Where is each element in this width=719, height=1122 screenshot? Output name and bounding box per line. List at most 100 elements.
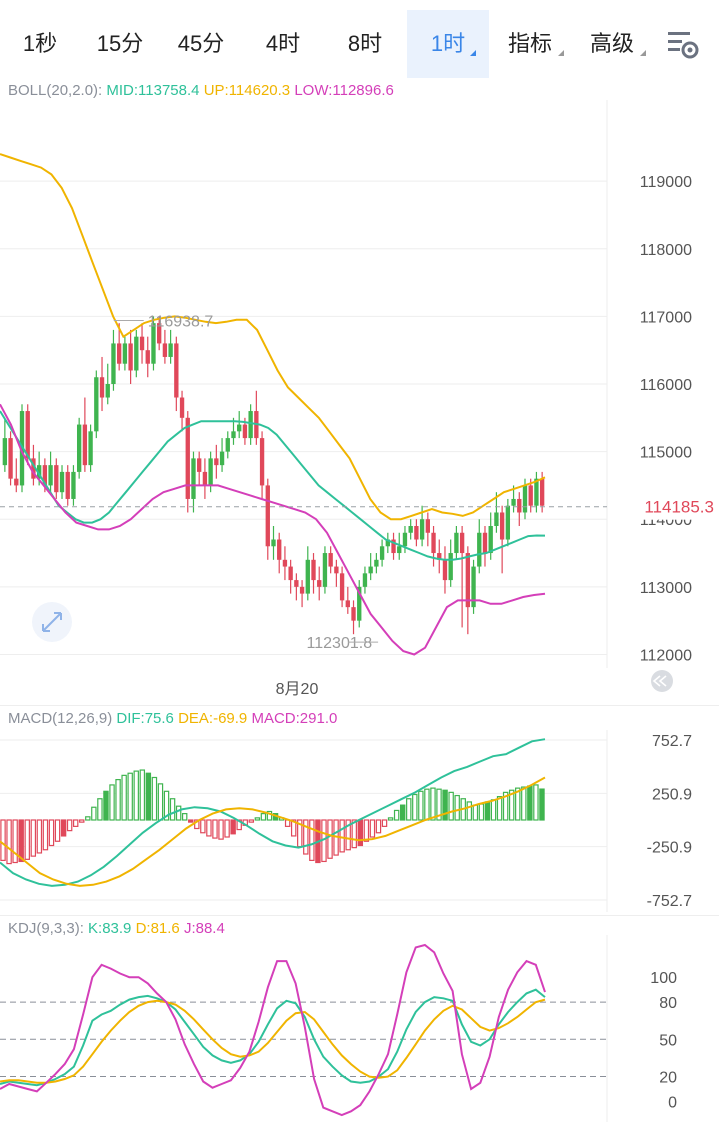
macd-bar bbox=[254, 817, 261, 821]
y-tick-label: 0 bbox=[668, 1094, 677, 1111]
macd-value: MACD:291.0 bbox=[251, 710, 338, 727]
tab-label: 4时 bbox=[265, 31, 301, 56]
candle-body bbox=[402, 532, 408, 547]
macd-prefix: MACD(12,26,9) bbox=[8, 710, 113, 727]
candle-body bbox=[88, 431, 93, 466]
chevron-down-icon bbox=[470, 50, 476, 56]
x-axis-date-label: 8月20 bbox=[276, 681, 319, 698]
macd-bar bbox=[484, 801, 491, 821]
collapse-icon[interactable] bbox=[651, 670, 673, 692]
macd-bar bbox=[206, 819, 212, 837]
tab-1s[interactable]: 1秒 bbox=[0, 10, 80, 78]
boll-up: UP:114620.3 bbox=[203, 82, 291, 99]
macd-bar bbox=[387, 817, 394, 821]
tab-4h[interactable]: 4时 bbox=[242, 10, 324, 78]
macd-bar bbox=[260, 813, 267, 821]
collapse-icon-arrows bbox=[652, 675, 667, 687]
candle-body bbox=[36, 465, 42, 479]
candle-body bbox=[282, 559, 288, 567]
macd-bar bbox=[412, 793, 418, 821]
macd-bar bbox=[230, 819, 236, 835]
macd-bar bbox=[339, 819, 345, 853]
candle-body bbox=[59, 471, 65, 493]
macd-bar bbox=[72, 819, 79, 827]
candle-body bbox=[368, 566, 373, 574]
macd-bar bbox=[42, 819, 49, 851]
macd-bar bbox=[448, 791, 454, 821]
y-tick-label: 100 bbox=[650, 970, 677, 987]
candle-body bbox=[208, 458, 213, 486]
candle-body bbox=[482, 532, 488, 554]
expand-icon-arrows bbox=[42, 612, 62, 632]
kdj-legend: KDJ(9,3,3): K:83.9 D:81.6 J:88.4 bbox=[8, 920, 225, 937]
tab-label: 15分 bbox=[96, 31, 144, 56]
candle-body bbox=[8, 438, 13, 479]
candle-body bbox=[265, 485, 270, 547]
macd-bar bbox=[115, 779, 121, 821]
tab-indicators[interactable]: 指标 bbox=[489, 10, 571, 78]
y-tick-label: 20 bbox=[659, 1070, 677, 1087]
macd-bar bbox=[157, 783, 164, 821]
tab-advanced[interactable]: 高级 bbox=[571, 10, 653, 78]
macd-bar bbox=[218, 819, 224, 840]
candle-body bbox=[517, 498, 522, 513]
candle-body bbox=[437, 553, 442, 560]
candle-body bbox=[419, 519, 425, 540]
candle-body bbox=[459, 532, 465, 554]
candle-body bbox=[431, 532, 436, 554]
macd-bar bbox=[393, 809, 400, 821]
macd-bar bbox=[66, 819, 73, 832]
macd-dea: DEA:-69.9 bbox=[178, 710, 248, 727]
tab-1h[interactable]: 1时 bbox=[407, 10, 489, 78]
macd-bar bbox=[79, 819, 85, 823]
tab-15m[interactable]: 15分 bbox=[80, 10, 160, 78]
tab-label: 高级 bbox=[589, 31, 634, 56]
macd-bar bbox=[478, 803, 485, 821]
tab-8h[interactable]: 8时 bbox=[324, 10, 406, 78]
candle-body bbox=[454, 532, 459, 554]
candle-body bbox=[139, 336, 145, 351]
candle-body bbox=[248, 411, 253, 439]
macd-bar bbox=[24, 819, 30, 860]
candle-body bbox=[414, 526, 419, 540]
candle-body bbox=[528, 485, 533, 506]
candle-body bbox=[82, 424, 88, 466]
y-tick-label: 119000 bbox=[640, 174, 692, 191]
candle-body bbox=[145, 350, 150, 364]
tab-label: 1秒 bbox=[22, 31, 58, 56]
macd-bar bbox=[424, 788, 430, 821]
settings-sliders-icon[interactable] bbox=[664, 26, 704, 66]
macd-bar bbox=[60, 819, 67, 837]
current-price-tag bbox=[612, 493, 716, 520]
candle-body bbox=[477, 532, 482, 567]
macd-bar bbox=[357, 819, 364, 847]
y-tick-label: 50 bbox=[659, 1032, 677, 1049]
candle-body bbox=[425, 519, 430, 533]
macd-bar bbox=[430, 787, 436, 821]
boll-low: LOW:112896.6 bbox=[294, 82, 394, 99]
candle-body bbox=[157, 323, 162, 344]
tab-45m[interactable]: 45分 bbox=[160, 10, 242, 78]
macd-bar bbox=[399, 804, 406, 821]
candle-body bbox=[242, 424, 248, 439]
y-tick-label: 250.9 bbox=[652, 786, 692, 803]
candle-body bbox=[345, 600, 350, 608]
macd-bar bbox=[381, 819, 388, 827]
macd-bar bbox=[351, 819, 357, 849]
kdj-d-line bbox=[0, 998, 546, 1084]
tab-label: 8时 bbox=[347, 31, 383, 56]
candle-body bbox=[534, 478, 539, 506]
candle-body bbox=[379, 546, 385, 560]
macd-bar bbox=[496, 796, 503, 821]
candle-body bbox=[442, 559, 448, 581]
macd-bar bbox=[418, 790, 424, 821]
macd-bar bbox=[188, 819, 194, 823]
kdj-k: K:83.9 bbox=[88, 920, 132, 937]
candle-body bbox=[2, 438, 8, 466]
candle-body bbox=[357, 586, 362, 621]
macd-bar bbox=[54, 819, 61, 842]
candle-body bbox=[494, 512, 499, 526]
y-tick-label: 752.7 bbox=[652, 733, 692, 750]
candle-body bbox=[174, 343, 179, 398]
